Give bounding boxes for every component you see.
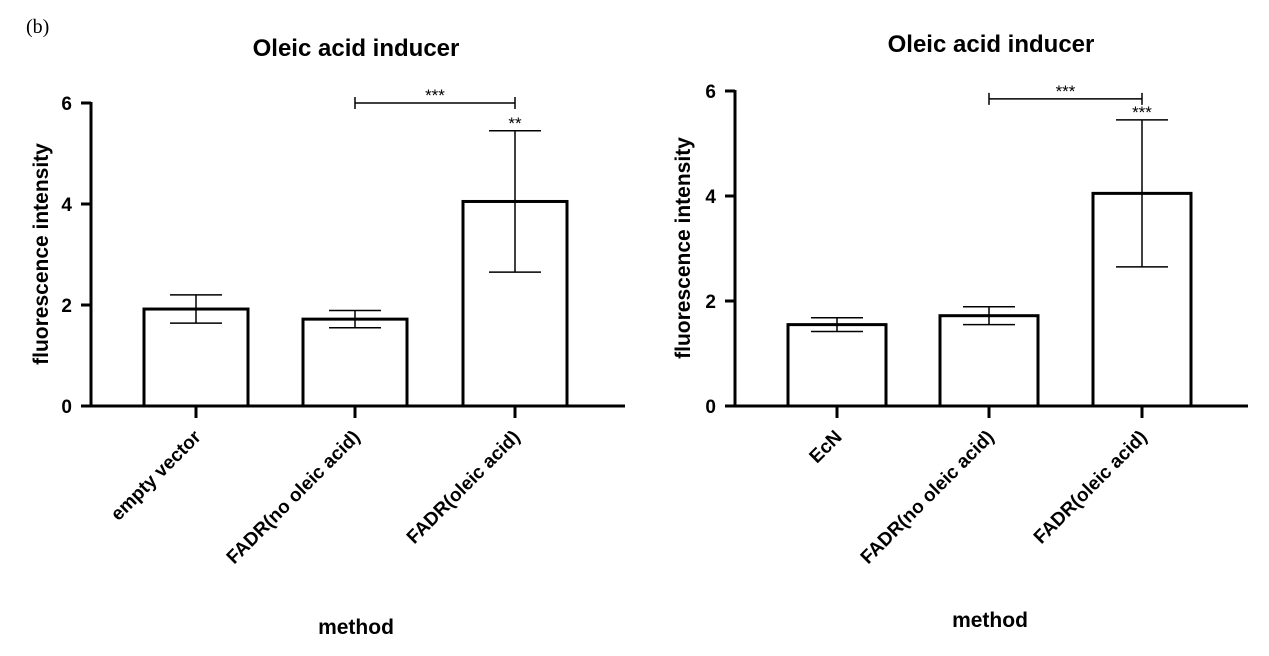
significance-label: ** — [508, 114, 522, 133]
bar — [1091, 191, 1193, 408]
y-tick-label: 0 — [705, 397, 716, 418]
panel-label: (b) — [26, 16, 50, 38]
y-tick-label: 6 — [705, 82, 716, 103]
x-tick-label: FADR(oleic acid) — [403, 427, 525, 549]
y-tick-label: 6 — [61, 94, 72, 115]
x-axis-label: method — [318, 616, 394, 639]
bar — [938, 314, 1040, 408]
y-tick-label: 4 — [61, 195, 72, 216]
y-axis-label: fluorescence intensity — [30, 143, 53, 365]
y-axis-label: fluorescence intensity — [672, 137, 695, 359]
bar — [786, 323, 888, 408]
y-tick-label: 4 — [705, 187, 716, 208]
x-tick-label: FADR(no oleic acid) — [223, 427, 365, 569]
y-tick-label: 0 — [61, 397, 72, 418]
comparison-label: *** — [425, 86, 445, 105]
x-axis-label: method — [952, 609, 1028, 632]
x-tick-label: EcN — [806, 427, 847, 468]
y-tick-label: 2 — [705, 292, 716, 313]
chart-title: Oleic acid inducer — [253, 35, 460, 62]
chart-title: Oleic acid inducer — [888, 31, 1095, 58]
comparison-label: *** — [1056, 82, 1076, 101]
bar — [301, 317, 409, 408]
x-tick-label: FADR(no oleic acid) — [857, 427, 999, 569]
significance-label: *** — [1132, 103, 1152, 122]
x-tick-label: empty vector — [107, 426, 206, 525]
x-tick-label: FADR(oleic acid) — [1030, 427, 1152, 549]
y-tick-label: 2 — [61, 296, 72, 317]
